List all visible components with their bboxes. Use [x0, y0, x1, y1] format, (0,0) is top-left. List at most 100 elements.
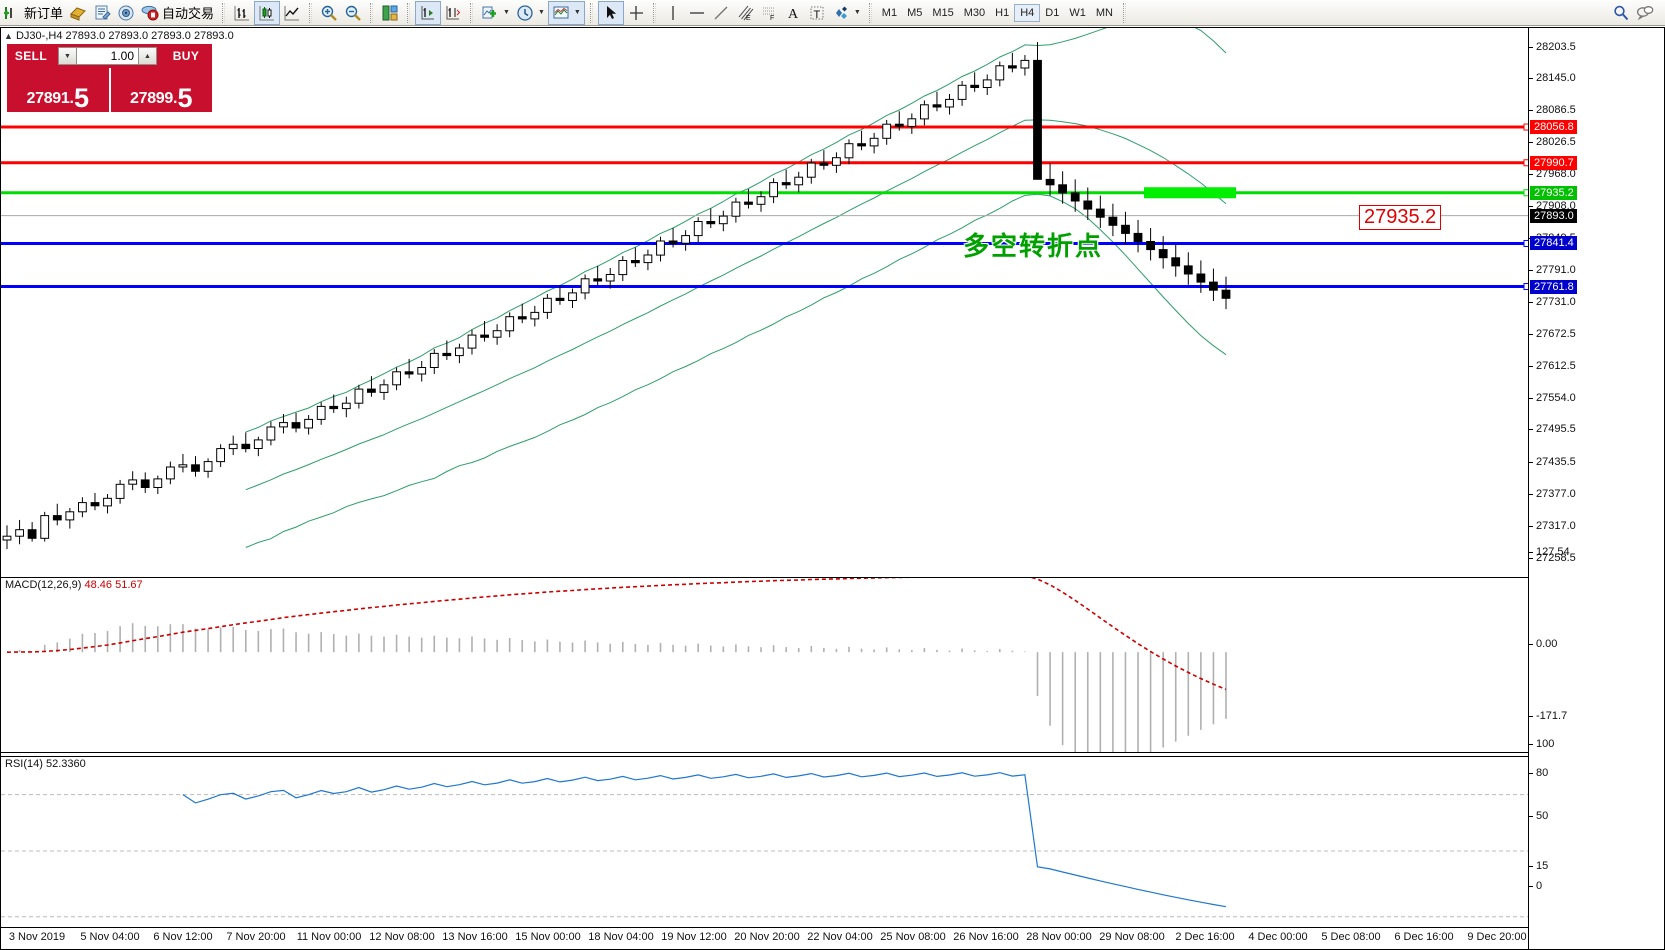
- price-tag-current-price[interactable]: 27893.0: [1530, 208, 1577, 223]
- auto-scroll-icon: [421, 5, 435, 19]
- toolbar-separator-5: [470, 2, 474, 23]
- search-button[interactable]: [1609, 1, 1633, 25]
- one-click-trading-panel[interactable]: SELL ▼ 1.00 ▲ BUY 27891 . 5 27899 . 5: [7, 44, 212, 112]
- time-axis[interactable]: 3 Nov 2019 5 Nov 04:00 6 Nov 12:00 7 Nov 20…: [1, 927, 1529, 949]
- indicators-dropdown-caret[interactable]: ▼: [503, 9, 510, 16]
- auto-scroll-button[interactable]: [415, 0, 442, 25]
- volume-input[interactable]: 1.00: [77, 47, 138, 65]
- time-label: 19 Nov 12:00: [661, 931, 727, 943]
- time-label: 22 Nov 04:00: [807, 931, 873, 943]
- new-order-button[interactable]: 新订单: [0, 1, 66, 25]
- metaeditor-button[interactable]: [90, 1, 114, 25]
- buy-price[interactable]: 27899 . 5: [108, 68, 212, 112]
- toolbar-separator-9: [1122, 2, 1126, 23]
- volume-stepper[interactable]: ▼ 1.00 ▲: [55, 44, 160, 68]
- trendline-icon: [714, 6, 728, 19]
- toolbar-separator-2: [309, 2, 313, 23]
- timeframe-w1[interactable]: W1: [1069, 6, 1086, 19]
- price-tag-support-1[interactable]: 27841.4: [1530, 236, 1577, 251]
- vertical-line-button[interactable]: [661, 1, 685, 25]
- buy-price-dot: .: [173, 90, 178, 107]
- text-label-button[interactable]: T: [805, 1, 829, 25]
- candlestick-chart-icon: [259, 5, 275, 20]
- toolbar-separator-8: [868, 2, 872, 23]
- octp-price-row: 27891 . 5 27899 . 5: [7, 68, 212, 112]
- time-label: 12 Nov 08:00: [369, 931, 435, 943]
- rsi-tick: 15: [1529, 860, 1548, 872]
- toolbar-separator-3: [370, 2, 374, 23]
- horizontal-line-button[interactable]: [685, 1, 709, 25]
- equidistant-channel-button[interactable]: E: [733, 1, 757, 25]
- trendline-button[interactable]: [709, 1, 733, 25]
- macd-tick: -171.7: [1529, 710, 1567, 722]
- templates-dropdown-caret[interactable]: ▼: [573, 9, 581, 16]
- price-tag-pivot[interactable]: 27935.2: [1530, 185, 1577, 200]
- price-tag-support-2[interactable]: 27761.8: [1530, 279, 1577, 294]
- shapes-icon: [835, 6, 847, 19]
- price-tag-resistance-2[interactable]: 27990.7: [1530, 155, 1577, 170]
- sell-button[interactable]: SELL: [7, 44, 55, 68]
- price-pane[interactable]: [1, 28, 1529, 574]
- templates-icon: [553, 6, 569, 18]
- price-tag-resistance-1[interactable]: 28056.8: [1530, 120, 1577, 135]
- chart-shift-icon: [446, 5, 461, 19]
- autotrading-label: 自动交易: [162, 6, 215, 21]
- buy-button[interactable]: BUY: [160, 44, 212, 68]
- octp-header-row: SELL ▼ 1.00 ▲ BUY: [7, 44, 212, 68]
- macd-label: MACD(12,26,9) 48.46 51.67: [5, 579, 143, 591]
- volume-increase-button[interactable]: ▲: [138, 47, 157, 65]
- timeframe-mn[interactable]: MN: [1095, 6, 1113, 19]
- indicators-button[interactable]: ▼: [478, 1, 513, 25]
- fibonacci-button[interactable]: F: [757, 1, 781, 25]
- metaeditor-icon: [95, 5, 111, 20]
- tile-windows-button[interactable]: [378, 1, 402, 25]
- timeframe-m30[interactable]: M30: [963, 6, 986, 19]
- timeframe-d1[interactable]: D1: [1045, 6, 1060, 19]
- volume-decrease-button[interactable]: ▼: [58, 47, 77, 65]
- line-chart-icon: [284, 5, 300, 20]
- autotrading-button[interactable]: 自动交易: [138, 1, 217, 25]
- search-icon: [1614, 5, 1629, 20]
- macd-pane[interactable]: [1, 577, 1529, 753]
- shapes-button[interactable]: ▼: [829, 1, 864, 25]
- periods-dropdown-caret[interactable]: ▼: [537, 9, 545, 16]
- text-button[interactable]: A: [781, 1, 805, 25]
- zoom-in-button[interactable]: [317, 1, 341, 25]
- price-tick: 27612.5: [1529, 360, 1576, 372]
- pivot-price-label[interactable]: 27935.2: [1359, 205, 1442, 230]
- price-scale[interactable]: 28203.5 28145.0 28086.5 28026.5 27968.0 27908…: [1528, 28, 1664, 949]
- timeframe-m5[interactable]: M5: [907, 6, 923, 19]
- candlestick-chart-button[interactable]: [254, 0, 281, 25]
- crosshair-button[interactable]: [624, 1, 648, 25]
- timeframe-h4[interactable]: H4: [1014, 3, 1041, 22]
- symbol-ohlc-text: DJ30-,H4 27893.0 27893.0 27893.0 27893.0: [15, 30, 234, 42]
- navigator-button[interactable]: [114, 1, 138, 25]
- timeframe-h1[interactable]: H1: [995, 6, 1010, 19]
- horizontal-line-icon: [689, 11, 704, 14]
- svg-text:T: T: [813, 9, 820, 21]
- rsi-tick: 0: [1529, 880, 1542, 892]
- time-label: 20 Nov 20:00: [734, 931, 800, 943]
- sell-price[interactable]: 27891 . 5: [7, 68, 109, 112]
- chart-annotation-text[interactable]: 多空转折点: [963, 231, 1104, 261]
- zoom-out-button[interactable]: [341, 1, 365, 25]
- rsi-pane[interactable]: [1, 756, 1529, 945]
- autotrading-icon: [141, 5, 159, 20]
- periods-button[interactable]: ▼: [513, 1, 548, 25]
- chat-button[interactable]: [1633, 1, 1657, 25]
- templates-button[interactable]: ▼: [547, 0, 585, 25]
- price-tick: 28145.0: [1529, 72, 1576, 84]
- expert-advisors-button[interactable]: [66, 1, 90, 25]
- chart-shift-button[interactable]: [441, 1, 465, 25]
- zoom-out-icon: [345, 5, 361, 21]
- price-tick: 27258.5: [1529, 552, 1576, 564]
- new-order-label: 新订单: [24, 6, 64, 21]
- line-chart-button[interactable]: [280, 1, 304, 25]
- chart-window[interactable]: ▲ DJ30-,H4 27893.0 27893.0 27893.0 27893…: [0, 27, 1665, 950]
- collapse-arrow-icon[interactable]: ▲: [4, 31, 13, 41]
- cursor-button[interactable]: [597, 0, 624, 25]
- timeframe-m15[interactable]: M15: [932, 6, 954, 19]
- bar-chart-button[interactable]: [230, 1, 254, 25]
- shapes-dropdown-caret[interactable]: ▼: [853, 9, 861, 16]
- timeframe-m1[interactable]: M1: [881, 6, 898, 19]
